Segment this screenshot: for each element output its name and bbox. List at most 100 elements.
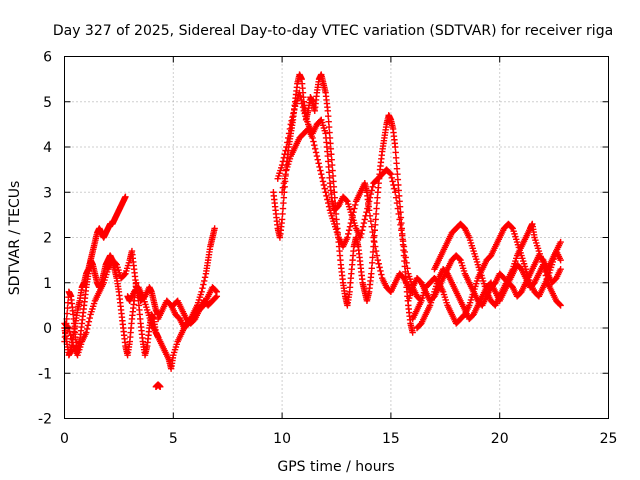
data-point (319, 178, 327, 185)
data-point (311, 141, 318, 149)
data-point (394, 176, 402, 183)
data-point (84, 322, 92, 329)
data-point (345, 230, 352, 238)
data-point (282, 147, 289, 154)
data-point (386, 170, 394, 177)
data-point (86, 314, 93, 322)
data-point (556, 301, 563, 308)
data-point (279, 184, 287, 191)
x-axis-label: GPS time / hours (277, 459, 394, 475)
data-point (321, 185, 328, 192)
data-point (288, 117, 295, 124)
data-point (403, 259, 410, 267)
data-point (64, 299, 72, 306)
data-point (83, 329, 90, 336)
data-point (373, 252, 381, 259)
data-point (279, 158, 287, 165)
data-point (157, 383, 164, 391)
data-point (328, 151, 335, 158)
data-point (372, 247, 380, 255)
data-point (67, 332, 74, 339)
data-point (309, 134, 316, 142)
data-point (199, 284, 206, 292)
data-point (369, 254, 376, 261)
y-tick-label: -1 (38, 366, 52, 382)
data-point (325, 203, 333, 210)
data-point (372, 221, 379, 229)
data-point (376, 264, 383, 271)
data-point (361, 216, 368, 223)
data-point (351, 205, 358, 212)
data-point (299, 103, 307, 111)
data-point (198, 288, 205, 295)
data-point (280, 194, 288, 201)
y-tick-label: 2 (43, 231, 52, 247)
data-point (392, 149, 399, 156)
data-point (368, 270, 375, 277)
data-point (557, 238, 564, 246)
data-point (370, 234, 377, 241)
data-point (317, 167, 324, 174)
data-point (280, 199, 287, 207)
data-point (69, 339, 76, 346)
data-point (287, 121, 295, 128)
data-point (377, 267, 384, 275)
data-point (311, 145, 319, 153)
data-point (278, 189, 286, 196)
data-point (322, 189, 329, 196)
data-point (350, 208, 357, 216)
data-point (329, 172, 337, 180)
data-point (395, 210, 402, 218)
data-point (391, 185, 398, 192)
data-point (347, 219, 355, 227)
y-tick-label: 6 (43, 50, 52, 66)
data-point (396, 216, 403, 223)
x-tick-label: 5 (169, 431, 178, 447)
data-series-sdtvar (61, 71, 564, 391)
data-point (68, 335, 75, 343)
x-tick-label: 15 (382, 431, 400, 447)
data-point (325, 123, 333, 131)
y-tick-labels: -2 -1 0 1 2 3 4 5 6 (38, 50, 52, 428)
data-point (378, 271, 385, 278)
data-point (212, 287, 220, 295)
data-point (393, 160, 400, 167)
data-point (314, 156, 321, 163)
data-point (369, 248, 377, 256)
data-point (64, 323, 72, 331)
data-point (400, 243, 408, 250)
data-point (352, 201, 359, 209)
data-point (280, 180, 288, 187)
data-point (398, 227, 405, 234)
data-point (280, 154, 288, 162)
y-tick-label: 3 (43, 185, 52, 201)
data-point (359, 223, 367, 230)
data-point (316, 163, 323, 171)
data-point (401, 248, 409, 256)
data-point (279, 210, 286, 218)
data-point (320, 181, 328, 189)
data-point (332, 210, 340, 218)
data-point (325, 169, 333, 176)
data-point (312, 149, 320, 156)
data-point (282, 170, 289, 178)
y-axis-label: SDTVAR / TECUs (7, 181, 23, 296)
data-point (399, 232, 406, 239)
data-point (374, 256, 382, 264)
data-point (326, 129, 333, 136)
data-point (310, 138, 317, 145)
data-point (284, 139, 291, 146)
data-point (112, 260, 120, 267)
y-tick-label: 0 (43, 321, 52, 337)
data-point (365, 207, 373, 214)
data-point (456, 256, 463, 263)
data-point (390, 181, 397, 189)
data-point (212, 294, 220, 301)
y-tick-label: 5 (43, 95, 52, 111)
data-point (211, 225, 218, 232)
data-point (278, 216, 286, 223)
data-point (289, 113, 296, 121)
data-point (318, 174, 326, 181)
data-point (402, 254, 409, 261)
